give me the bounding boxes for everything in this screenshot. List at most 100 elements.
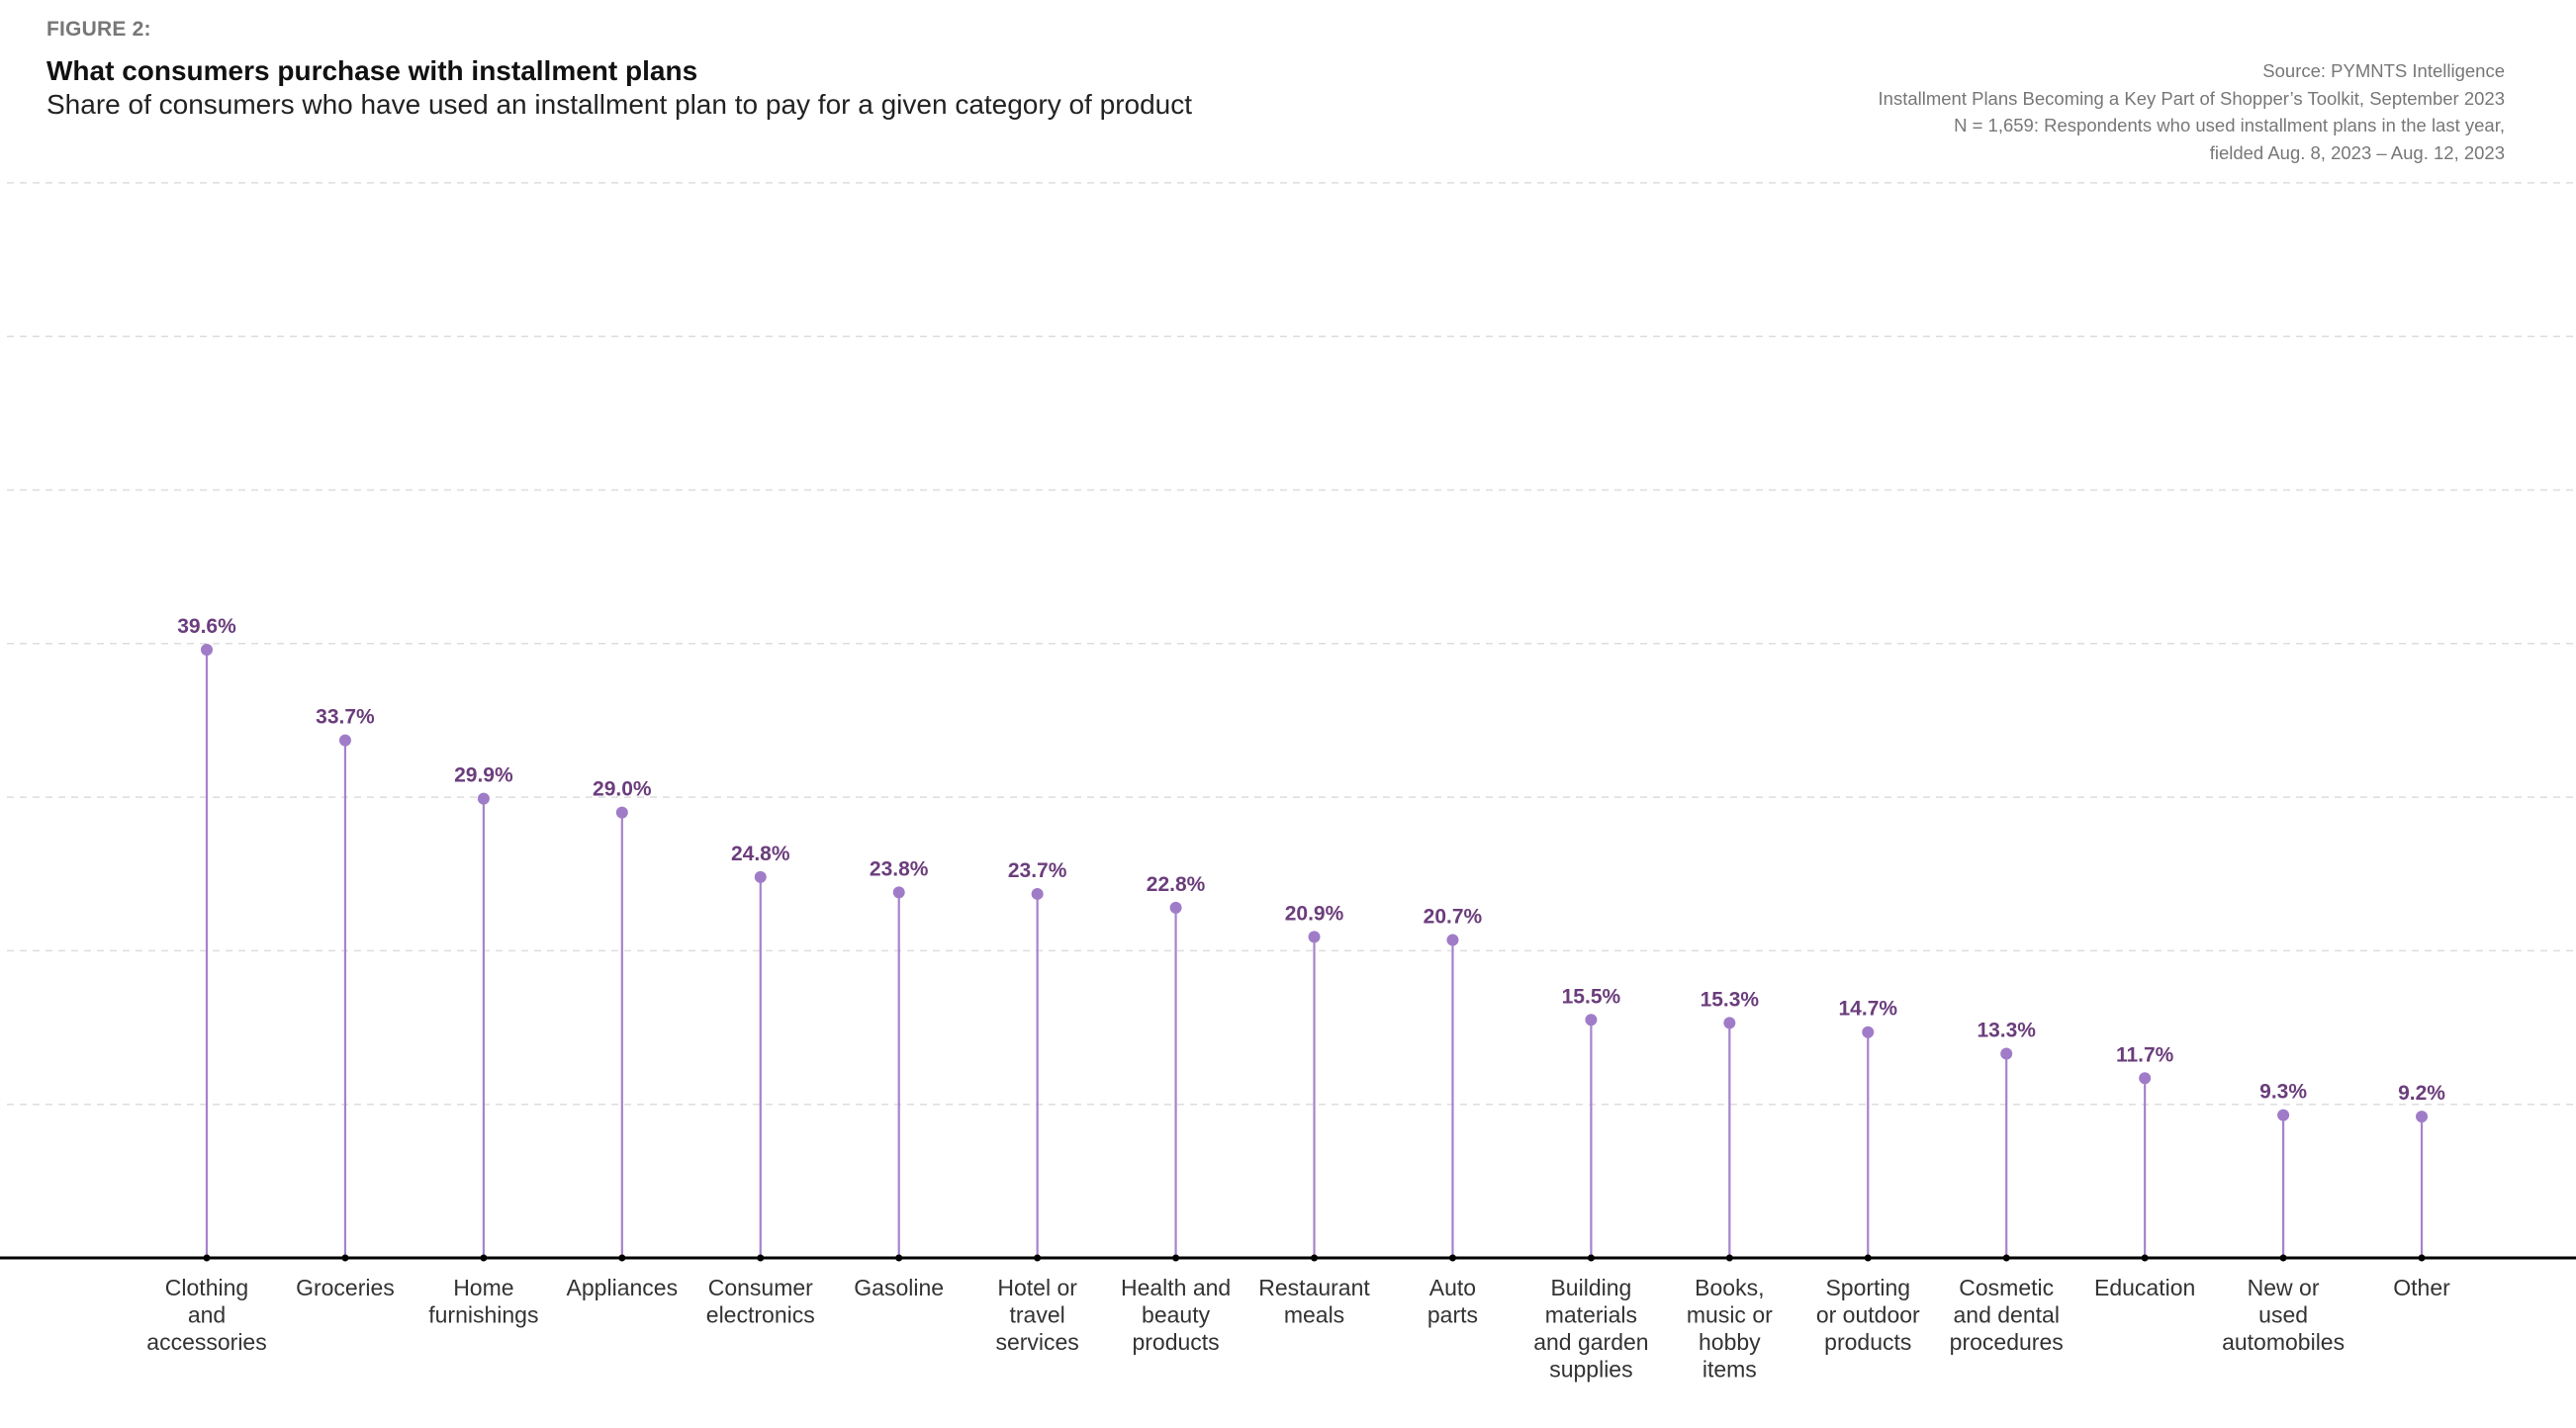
category-label: Clothing and accessories xyxy=(146,1275,266,1355)
lollipop-dot xyxy=(477,792,490,805)
axis-tick xyxy=(1311,1254,1319,1262)
value-label: 11.7% xyxy=(2116,1043,2174,1066)
category-label-line: Groceries xyxy=(296,1275,395,1300)
lollipop-dot xyxy=(201,644,213,657)
axis-tick xyxy=(618,1254,626,1262)
category-label-line: automobiles xyxy=(2222,1329,2345,1355)
axis-tick xyxy=(1448,1254,1456,1262)
ticks xyxy=(203,1254,2426,1262)
category-label-line: materials xyxy=(1545,1302,1637,1328)
category-label-line: Hotel or xyxy=(997,1275,1077,1300)
category-label-line: products xyxy=(1824,1329,1911,1355)
category-label: Home furnishings xyxy=(428,1275,538,1328)
category-label-line: Building xyxy=(1550,1275,1631,1300)
axis-tick xyxy=(757,1254,765,1262)
value-label: 20.9% xyxy=(1285,902,1344,925)
source-note: Source: PYMNTS Intelligence Installment … xyxy=(1879,57,2505,166)
lollipop-dot xyxy=(2416,1111,2429,1123)
category-label-line: Restaurant xyxy=(1258,1275,1370,1300)
sample-line: N = 1,659: Respondents who used installm… xyxy=(1954,115,2505,135)
category-label: Cosmetic and dental procedures xyxy=(1950,1275,2064,1355)
value-label: 13.3% xyxy=(1977,1019,2036,1041)
category-label-line: procedures xyxy=(1950,1329,2064,1355)
dots xyxy=(201,644,2429,1123)
lollipop-dot xyxy=(1723,1017,1736,1029)
category-label: New or used automobiles xyxy=(2222,1275,2345,1355)
category-label-line: used xyxy=(2258,1302,2308,1328)
value-label: 20.7% xyxy=(1424,906,1483,929)
category-label-line: Cosmetic xyxy=(1959,1275,2054,1300)
category-label: Health and beauty products xyxy=(1121,1275,1231,1355)
stems xyxy=(205,650,2424,1258)
axis-tick xyxy=(1725,1254,1733,1262)
category-label-line: Health and xyxy=(1121,1275,1231,1300)
category-label: Building materials and garden supplies xyxy=(1533,1275,1648,1383)
figure-label: FIGURE 2: xyxy=(46,18,151,41)
value-label: 23.8% xyxy=(870,857,929,880)
category-label-line: hobby xyxy=(1699,1329,1761,1355)
axis-tick xyxy=(341,1254,349,1262)
category-label: Restaurant meals xyxy=(1258,1275,1370,1328)
category-label-line: Appliances xyxy=(567,1275,679,1300)
value-label: 14.7% xyxy=(1839,998,1898,1021)
lollipop-dot xyxy=(2277,1109,2290,1121)
value-label: 29.9% xyxy=(454,764,513,787)
axis-tick xyxy=(1587,1254,1595,1262)
category-label-line: or outdoor xyxy=(1816,1302,1920,1328)
lollipop-dot xyxy=(892,886,905,899)
lollipop-dot xyxy=(2139,1072,2152,1085)
lollipop-dot xyxy=(615,806,628,819)
value-label: 15.5% xyxy=(1562,985,1621,1008)
category-label: Gasoline xyxy=(854,1275,944,1300)
value-label: 23.7% xyxy=(1008,859,1067,882)
category-label: Other xyxy=(2393,1275,2450,1300)
axis-tick xyxy=(1034,1254,1042,1262)
lollipop-dot xyxy=(1446,934,1459,946)
category-label-line: accessories xyxy=(146,1329,266,1355)
category-label-line: Gasoline xyxy=(854,1275,944,1300)
category-label-line: furnishings xyxy=(428,1302,538,1328)
category-label-line: Other xyxy=(2393,1275,2450,1300)
category-label-line: and xyxy=(188,1302,226,1328)
category-label-line: services xyxy=(995,1329,1078,1355)
category-label: Auto parts xyxy=(1427,1275,1478,1328)
lollipop-dot xyxy=(1031,887,1044,900)
category-label-line: beauty xyxy=(1142,1302,1211,1328)
category-label-line: parts xyxy=(1427,1302,1478,1328)
category-label-line: supplies xyxy=(1549,1357,1632,1383)
category-label: Appliances xyxy=(567,1275,679,1300)
axis-tick xyxy=(1864,1254,1872,1262)
category-label: Consumer electronics xyxy=(706,1275,815,1328)
axis-tick xyxy=(2002,1254,2010,1262)
value-label: 9.2% xyxy=(2398,1082,2445,1105)
chart-title: What consumers purchase with installment… xyxy=(46,55,698,86)
category-label-line: meals xyxy=(1284,1302,1344,1328)
value-label: 22.8% xyxy=(1147,873,1206,896)
value-label: 33.7% xyxy=(316,706,375,729)
category-label-line: Education xyxy=(2094,1275,2195,1300)
category-label-line: New or xyxy=(2248,1275,2320,1300)
axis-tick xyxy=(2418,1254,2426,1262)
axis-tick xyxy=(895,1254,903,1262)
category-label-line: travel xyxy=(1010,1302,1065,1328)
value-label: 15.3% xyxy=(1701,988,1760,1011)
category-label-line: items xyxy=(1702,1357,1757,1383)
value-label: 24.8% xyxy=(731,843,790,865)
category-label-line: Clothing xyxy=(165,1275,248,1300)
category-label-line: electronics xyxy=(706,1302,815,1328)
axis-tick xyxy=(2141,1254,2149,1262)
category-label: Hotel or travel services xyxy=(995,1275,1078,1355)
category-label: Sporting or outdoor products xyxy=(1816,1275,1920,1355)
source-line: Source: PYMNTS Intelligence xyxy=(2262,60,2505,81)
category-label-line: products xyxy=(1132,1329,1219,1355)
category-labels: Clothing and accessories Groceries Home furni… xyxy=(146,1275,2450,1383)
category-label-line: Consumer xyxy=(708,1275,813,1300)
axis-tick xyxy=(2279,1254,2287,1262)
category-label-line: Auto xyxy=(1429,1275,1476,1300)
axis-tick xyxy=(1172,1254,1180,1262)
lollipop-dot xyxy=(338,734,351,747)
category-label: Books, music or hobby items xyxy=(1687,1275,1773,1383)
lollipop-dot xyxy=(1585,1014,1598,1026)
value-labels: 39.6% 33.7% 29.9% 29.0% 24.8% 23.8% 23.7% 22.8%… xyxy=(177,615,2445,1105)
